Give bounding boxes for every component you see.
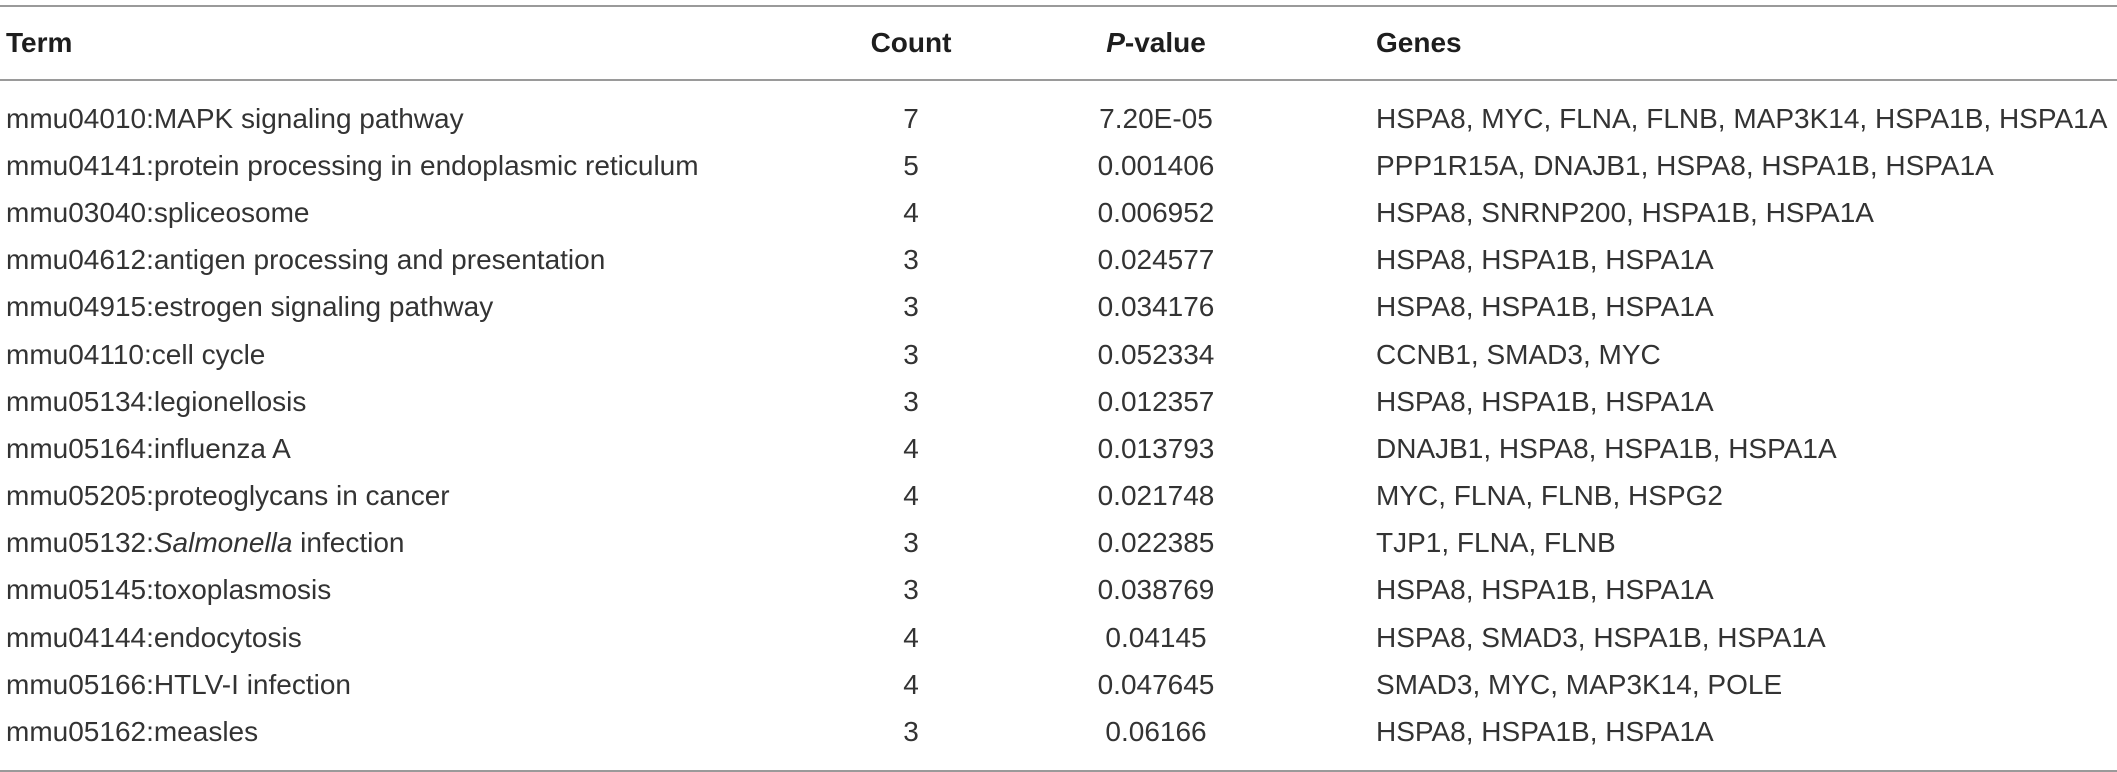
table-row: mmu05162:measles 3 0.06166 HSPA8, HSPA1B, H… [0, 708, 2117, 772]
cell-term: mmu04010:MAPK signaling pathway [0, 80, 816, 142]
header-count: Count [816, 5, 1006, 81]
cell-count: 4 [903, 668, 919, 700]
cell-pvalue: 7.20E-05 [1099, 102, 1213, 134]
kegg-pathway-table: Term Count P-value Genes mmu04010:MAPK s… [0, 5, 2117, 772]
cell-genes: HSPA8, HSPA1B, HSPA1A [1376, 244, 1714, 276]
table-row: mmu04144:endocytosis 4 0.04145 HSPA8, SMAD3… [0, 614, 2117, 661]
cell-pvalue: 0.024577 [1097, 244, 1215, 276]
cell-pvalue: 0.006952 [1097, 196, 1215, 228]
cell-term: mmu04141:protein processing in endoplasm… [0, 142, 816, 189]
term-suffix-text: infection [292, 527, 405, 559]
cell-count: 4 [903, 480, 919, 512]
table-row: mmu05205:proteoglycans in cancer 4 0.02174… [0, 473, 2117, 520]
table-row: mmu04010:MAPK signaling pathway 7 7.20E-05… [0, 80, 2117, 142]
table-row: mmu05145:toxoplasmosis 3 0.038769 HSPA8, HS… [0, 567, 2117, 614]
term-text: mmu05145:toxoplasmosis [6, 574, 332, 606]
header-pvalue-italic: P [1106, 27, 1125, 58]
term-text: mmu05132: [6, 527, 154, 559]
cell-term: mmu05162:measles [0, 708, 816, 772]
cell-count: 4 [903, 196, 919, 228]
header-genes: Genes [1306, 5, 2117, 81]
cell-pvalue: 0.001406 [1097, 149, 1215, 181]
table-row: mmu05132:Salmonella infection 3 0.022385 TJ… [0, 520, 2117, 567]
cell-genes: SMAD3, MYC, MAP3K14, POLE [1376, 668, 1783, 700]
table-row: mmu04612:antigen processing and presenta… [0, 237, 2117, 284]
table-row: mmu05164:influenza A 4 0.013793 DNAJB1, HSP… [0, 425, 2117, 472]
cell-pvalue: 0.021748 [1097, 480, 1215, 512]
header-row: Term Count P-value Genes [0, 5, 2117, 81]
header-term: Term [0, 5, 816, 81]
term-text: mmu05134:legionellosis [6, 385, 307, 417]
cell-term: mmu04110:cell cycle [0, 331, 816, 378]
cell-count: 3 [816, 708, 1006, 772]
term-text: mmu04612:antigen processing and presenta… [6, 244, 606, 276]
cell-genes: DNAJB1, HSPA8, HSPA1B, HSPA1A [1376, 432, 1837, 464]
cell-genes: TJP1, FLNA, FLNB [1376, 527, 1616, 559]
cell-term: mmu05134:legionellosis [0, 378, 816, 425]
term-text: mmu04010:MAPK signaling pathway [6, 102, 464, 134]
term-text: mmu04141:protein processing in endoplasm… [6, 149, 699, 181]
cell-term: mmu04915:estrogen signaling pathway [0, 284, 816, 331]
term-text: mmu03040:spliceosome [6, 196, 310, 228]
cell-pvalue: 0.052334 [1097, 338, 1215, 370]
cell-term: mmu03040:spliceosome [0, 189, 816, 236]
cell-pvalue: 0.013793 [1097, 432, 1215, 464]
table-row: mmu04110:cell cycle 3 0.052334 CCNB1, SMAD3… [0, 331, 2117, 378]
cell-count: 4 [903, 432, 919, 464]
cell-count: 3 [903, 574, 919, 606]
term-text: mmu05164:influenza A [6, 432, 291, 464]
cell-term: mmu05132:Salmonella infection [0, 520, 816, 567]
term-text: mmu04110:cell cycle [6, 338, 266, 370]
cell-genes: HSPA8, SNRNP200, HSPA1B, HSPA1A [1376, 196, 1874, 228]
cell-term: mmu05164:influenza A [0, 425, 816, 472]
cell-pvalue: 0.034176 [1097, 291, 1215, 323]
cell-count: 3 [903, 244, 919, 276]
table-body: mmu04010:MAPK signaling pathway 7 7.20E-05… [0, 80, 2117, 772]
cell-count: 7 [903, 102, 919, 134]
cell-term: mmu04144:endocytosis [0, 614, 816, 661]
cell-pvalue: 0.022385 [1097, 527, 1215, 559]
cell-pvalue: 0.06166 [1006, 708, 1306, 772]
cell-count: 3 [903, 385, 919, 417]
cell-count: 3 [903, 527, 919, 559]
term-text: mmu05166:HTLV-I infection [6, 668, 351, 700]
table-header: Term Count P-value Genes [0, 5, 2117, 81]
cell-term: mmu05145:toxoplasmosis [0, 567, 816, 614]
header-pvalue: P-value [1006, 5, 1306, 81]
cell-genes: MYC, FLNA, FLNB, HSPG2 [1376, 480, 1723, 512]
table-row: mmu03040:spliceosome 4 0.006952 HSPA8, SNRN… [0, 189, 2117, 236]
term-text: mmu04915:estrogen signaling pathway [6, 291, 494, 323]
cell-genes: CCNB1, SMAD3, MYC [1376, 338, 1661, 370]
cell-count: 3 [903, 338, 919, 370]
term-text: mmu04144:endocytosis [6, 621, 302, 653]
cell-pvalue: 0.047645 [1097, 668, 1215, 700]
cell-genes: HSPA8, HSPA1B, HSPA1A [1306, 708, 2117, 772]
term-text: mmu05205:proteoglycans in cancer [6, 480, 450, 512]
cell-count: 3 [903, 291, 919, 323]
table-row: mmu04915:estrogen signaling pathway 3 0.03… [0, 284, 2117, 331]
cell-genes: HSPA8, HSPA1B, HSPA1A [1376, 385, 1714, 417]
cell-count: 5 [903, 149, 919, 181]
cell-genes: HSPA8, SMAD3, HSPA1B, HSPA1A [1376, 621, 1826, 653]
table-row: mmu05134:legionellosis 3 0.012357 HSPA8, HS… [0, 378, 2117, 425]
cell-term: mmu04612:antigen processing and presenta… [0, 237, 816, 284]
cell-pvalue: 0.04145 [1105, 621, 1207, 653]
cell-pvalue: 0.038769 [1097, 574, 1215, 606]
cell-genes: HSPA8, MYC, FLNA, FLNB, MAP3K14, HSPA1B,… [1376, 102, 2108, 134]
header-pvalue-rest: -value [1124, 27, 1206, 58]
cell-genes: PPP1R15A, DNAJB1, HSPA8, HSPA1B, HSPA1A [1376, 149, 1994, 181]
table-row: mmu04141:protein processing in endoplasm… [0, 142, 2117, 189]
cell-term: mmu05166:HTLV-I infection [0, 661, 816, 708]
cell-term: mmu05205:proteoglycans in cancer [0, 473, 816, 520]
cell-count: 4 [903, 621, 919, 653]
term-text: mmu05162:measles [6, 716, 259, 748]
term-italic-text: Salmonella [153, 527, 293, 559]
cell-genes: HSPA8, HSPA1B, HSPA1A [1376, 291, 1714, 323]
cell-genes: HSPA8, HSPA1B, HSPA1A [1376, 574, 1714, 606]
table-row: mmu05166:HTLV-I infection 4 0.047645 SMAD3,… [0, 661, 2117, 708]
cell-pvalue: 0.012357 [1097, 385, 1215, 417]
